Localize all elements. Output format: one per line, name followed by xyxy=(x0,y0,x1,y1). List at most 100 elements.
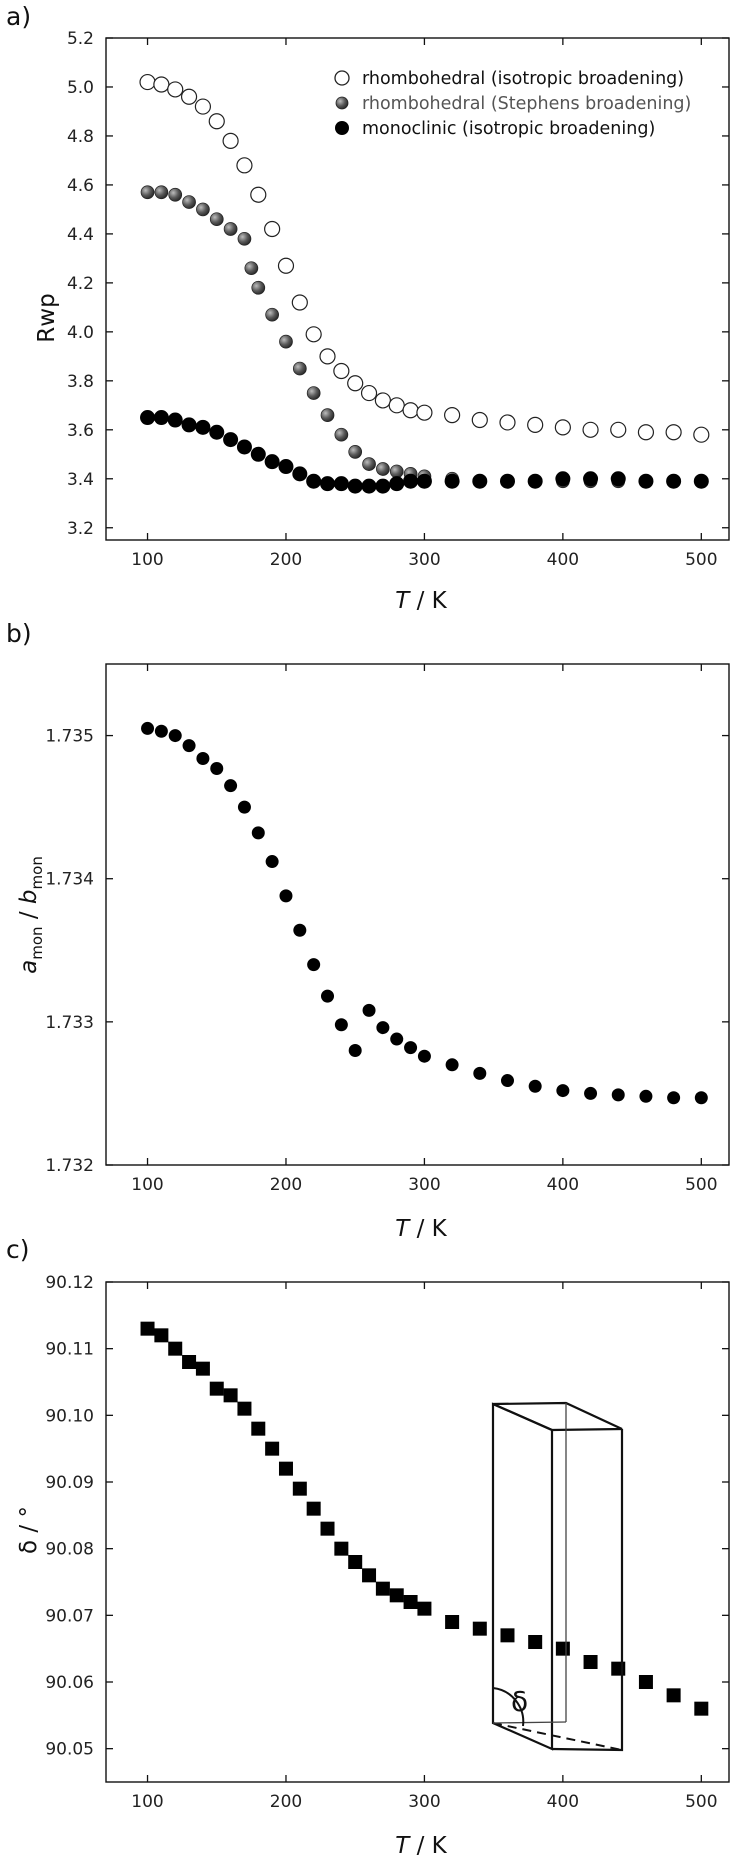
panel-b-ylabel: amon / bmon xyxy=(16,856,46,974)
x-tick-label: 400 xyxy=(547,1792,579,1812)
panel-a-rwp-plot: 100 200 300 400 500 3.2 3.4 3.6 3.8 4.0 4.2 4.4 4.6 4… xyxy=(34,29,730,614)
data-point-series-0 xyxy=(195,1361,210,1376)
panel-b-ratio-plot: 100 200 300 400 500 1.732 1.733 1.734 1.735 amon… xyxy=(16,663,730,1242)
data-point-series-0 xyxy=(291,294,308,311)
data-point-series-0 xyxy=(279,889,293,903)
panel-c-ylabel: δ / ° xyxy=(16,1506,42,1554)
data-point-series-2 xyxy=(610,471,626,487)
data-point-series-0 xyxy=(278,1461,293,1476)
y-tick-label: 90.05 xyxy=(45,1740,94,1760)
data-point-series-0 xyxy=(307,958,321,972)
unit-cell-dashed-diagonal xyxy=(492,1722,623,1751)
data-point-series-0 xyxy=(348,1043,362,1057)
data-point-series-2 xyxy=(195,419,211,435)
y-tick-label: 1.734 xyxy=(45,870,94,890)
y-tick-label: 3.8 xyxy=(67,372,94,392)
data-point-series-0 xyxy=(374,392,391,409)
data-point-series-0 xyxy=(250,186,267,203)
data-point-series-0 xyxy=(402,402,419,419)
data-point-series-0 xyxy=(305,326,322,343)
data-point-series-2 xyxy=(320,476,336,492)
data-point-series-0 xyxy=(584,1086,598,1100)
data-point-series-0 xyxy=(665,424,682,441)
y-tick-label: 4.6 xyxy=(67,176,94,196)
data-point-series-0 xyxy=(208,113,225,130)
data-point-series-0 xyxy=(237,800,251,814)
data-point-series-0 xyxy=(694,1701,709,1716)
data-point-series-2 xyxy=(403,473,419,489)
data-point-series-2 xyxy=(389,476,405,492)
unit-cell-bottom-edge xyxy=(492,1721,567,1724)
data-point-series-0 xyxy=(556,1084,570,1098)
unit-cell-top-face xyxy=(492,1401,623,1432)
y-tick-label: 90.08 xyxy=(45,1540,94,1560)
data-point-series-0 xyxy=(237,1401,252,1416)
y-tick-label: 90.06 xyxy=(45,1673,94,1693)
data-point-series-0 xyxy=(210,761,224,775)
data-point-series-0 xyxy=(251,826,265,840)
data-point-series-0 xyxy=(139,73,156,91)
data-point-series-2 xyxy=(306,473,322,489)
data-point-series-2 xyxy=(209,424,225,440)
data-point-series-0 xyxy=(555,1641,570,1656)
data-point-series-0 xyxy=(389,1588,404,1603)
data-point-series-0 xyxy=(611,1088,625,1102)
y-tick-label: 3.6 xyxy=(67,421,94,441)
data-point-series-0 xyxy=(528,1079,542,1093)
data-point-series-2 xyxy=(555,471,571,487)
data-point-series-0 xyxy=(141,721,155,735)
data-point-series-1 xyxy=(223,222,238,236)
data-point-series-1 xyxy=(244,261,259,276)
data-point-series-0 xyxy=(360,384,378,402)
y-tick-label: 1.735 xyxy=(45,727,94,747)
data-point-series-2 xyxy=(527,473,543,489)
data-point-series-1 xyxy=(237,231,252,246)
legend-label-rhombo-stephens: rhombohedral (Stephens broadening) xyxy=(362,94,691,114)
x-tick-label: 200 xyxy=(270,550,302,570)
data-point-series-1 xyxy=(279,334,293,349)
x-tick-label: 500 xyxy=(685,1175,717,1195)
data-point-series-2 xyxy=(264,454,280,470)
data-point-series-2 xyxy=(236,439,252,455)
data-point-series-0 xyxy=(348,1555,363,1569)
data-point-series-0 xyxy=(403,1595,418,1609)
data-point-series-0 xyxy=(223,1388,238,1403)
panel-a-legend: rhombohedral (isotropic broadening) rhom… xyxy=(334,69,691,139)
panel-b-frame xyxy=(105,663,730,1166)
x-tick-label: 100 xyxy=(131,1175,163,1195)
data-point-series-0 xyxy=(321,989,335,1003)
panel-a-xlabel: T / K xyxy=(395,588,447,614)
data-point-series-0 xyxy=(554,419,571,436)
data-point-series-1 xyxy=(389,464,404,479)
data-point-series-0 xyxy=(182,1355,197,1369)
data-point-series-1 xyxy=(251,280,266,295)
y-tick-label: 5.2 xyxy=(67,29,94,49)
data-point-series-2 xyxy=(375,478,391,494)
data-point-series-0 xyxy=(583,1655,598,1669)
data-point-series-2 xyxy=(181,417,197,433)
data-point-series-0 xyxy=(334,1018,348,1032)
data-point-series-0 xyxy=(154,1328,169,1343)
y-tick-label: 1.733 xyxy=(45,1013,94,1033)
x-tick-label: 500 xyxy=(685,1792,717,1812)
data-point-series-0 xyxy=(265,855,279,869)
panel-label-a: a) xyxy=(6,2,31,31)
delta-angle-arc xyxy=(492,1687,525,1727)
data-point-series-0 xyxy=(222,132,239,149)
data-point-series-1 xyxy=(265,307,279,322)
data-point-series-2 xyxy=(167,412,183,428)
data-point-series-0 xyxy=(417,1601,432,1616)
data-point-series-0 xyxy=(444,407,461,424)
data-point-series-2 xyxy=(223,432,239,448)
data-point-series-1 xyxy=(292,361,307,376)
data-point-series-2 xyxy=(278,459,294,475)
data-point-series-0 xyxy=(388,397,405,414)
data-point-series-0 xyxy=(334,1541,349,1556)
data-point-series-1 xyxy=(320,408,335,422)
data-point-series-1 xyxy=(334,427,349,442)
data-point-series-0 xyxy=(666,1688,681,1703)
data-point-series-0 xyxy=(167,81,184,98)
data-point-series-0 xyxy=(180,88,198,105)
data-point-series-0 xyxy=(209,1381,224,1396)
data-point-series-0 xyxy=(292,1481,307,1496)
